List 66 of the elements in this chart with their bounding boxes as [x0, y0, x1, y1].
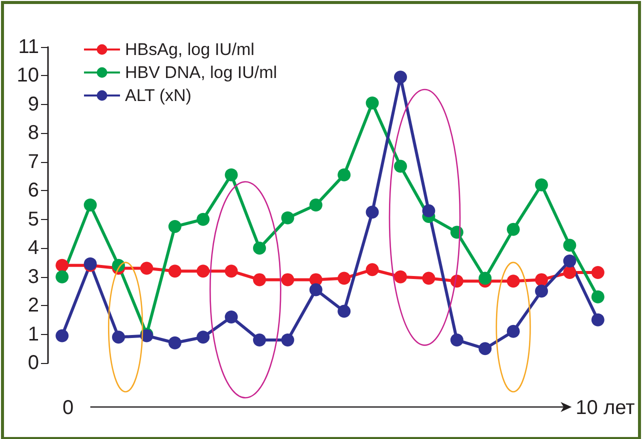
y-tick-label: 11 [18, 36, 39, 58]
point [112, 330, 125, 344]
y-tick-label: 0 [28, 352, 39, 374]
text: 0 [62, 397, 74, 419]
legend-label: HBsAg, log IU/ml [125, 40, 254, 59]
point [535, 284, 548, 298]
point [591, 313, 604, 326]
point [338, 168, 351, 182]
y-tick-label: 3 [28, 266, 39, 288]
point [140, 262, 154, 275]
point [168, 220, 182, 234]
y-tick-label: 10 [16, 64, 39, 87]
point [366, 263, 379, 276]
point [478, 342, 492, 356]
point [366, 206, 379, 219]
y-tick-label: 7 [28, 150, 39, 173]
point [478, 272, 492, 285]
legend-label: ALT (xN) [125, 86, 192, 105]
point [309, 198, 322, 212]
point [281, 211, 294, 224]
point [338, 272, 351, 285]
point [56, 270, 69, 284]
point [56, 258, 69, 272]
y-tick-label: 2 [28, 294, 39, 317]
y-tick-label: 5 [28, 208, 39, 230]
y-tick-label: 4 [28, 237, 39, 260]
y-tick-label: 9 [28, 93, 39, 116]
point [450, 334, 464, 347]
point [168, 264, 182, 278]
point [281, 273, 294, 286]
point [253, 334, 266, 347]
point [338, 304, 351, 318]
point [563, 266, 576, 280]
point [422, 204, 436, 218]
point [394, 70, 407, 84]
point [224, 310, 238, 324]
point [168, 336, 182, 350]
point [591, 266, 604, 280]
point [281, 334, 294, 347]
point [506, 324, 520, 338]
point [506, 274, 520, 288]
point [196, 264, 210, 278]
point [422, 272, 436, 285]
text: 10 лет [576, 397, 635, 419]
point [253, 273, 266, 286]
point [309, 283, 322, 296]
y-tick-label: 6 [28, 180, 39, 202]
point [563, 238, 576, 252]
point [56, 329, 69, 342]
point [506, 222, 520, 236]
point [535, 273, 548, 286]
point [196, 212, 210, 226]
point [535, 178, 548, 192]
legend-label: HBV DNA, log IU/ml [125, 63, 278, 82]
point [394, 270, 407, 284]
point [253, 242, 266, 255]
point [196, 330, 210, 344]
point [224, 168, 238, 182]
point [366, 96, 379, 110]
point [591, 290, 604, 304]
point [394, 160, 407, 173]
point [563, 254, 576, 268]
y-tick-label: 1 [28, 323, 39, 346]
point [84, 198, 97, 212]
y-tick-label: 8 [28, 122, 39, 144]
point [224, 264, 238, 278]
